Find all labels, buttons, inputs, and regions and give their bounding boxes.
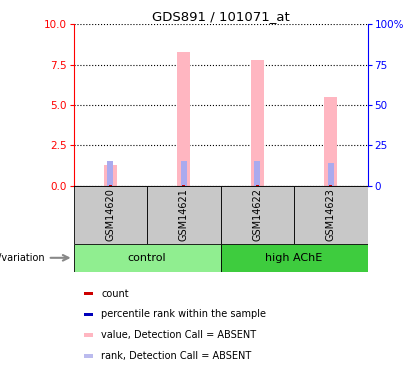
Bar xyxy=(181,161,187,186)
Bar xyxy=(254,161,260,186)
Text: GSM14622: GSM14622 xyxy=(252,188,262,241)
Text: GSM14621: GSM14621 xyxy=(179,188,189,241)
FancyBboxPatch shape xyxy=(220,186,294,244)
Text: count: count xyxy=(101,289,129,298)
Text: GSM14620: GSM14620 xyxy=(105,188,115,241)
FancyBboxPatch shape xyxy=(220,244,368,272)
Title: GDS891 / 101071_at: GDS891 / 101071_at xyxy=(152,10,289,23)
Text: value, Detection Call = ABSENT: value, Detection Call = ABSENT xyxy=(101,330,256,340)
FancyBboxPatch shape xyxy=(294,186,368,244)
Text: genotype/variation: genotype/variation xyxy=(0,253,45,263)
Bar xyxy=(256,184,259,186)
FancyBboxPatch shape xyxy=(74,186,147,244)
Bar xyxy=(177,52,190,186)
FancyBboxPatch shape xyxy=(147,186,220,244)
Bar xyxy=(328,163,334,186)
Bar xyxy=(251,60,264,186)
Bar xyxy=(104,165,117,186)
Text: percentile rank within the sample: percentile rank within the sample xyxy=(101,309,266,320)
Bar xyxy=(329,184,332,186)
Text: control: control xyxy=(128,253,166,263)
Bar xyxy=(84,333,94,337)
Bar xyxy=(107,161,113,186)
Bar xyxy=(182,184,185,186)
Text: GSM14623: GSM14623 xyxy=(326,188,336,241)
Text: high AChE: high AChE xyxy=(265,253,323,263)
Bar xyxy=(109,184,112,186)
Bar xyxy=(84,312,94,316)
Text: rank, Detection Call = ABSENT: rank, Detection Call = ABSENT xyxy=(101,351,251,361)
Bar xyxy=(84,354,94,357)
FancyBboxPatch shape xyxy=(74,244,220,272)
Bar xyxy=(84,292,94,296)
Bar xyxy=(324,97,337,186)
